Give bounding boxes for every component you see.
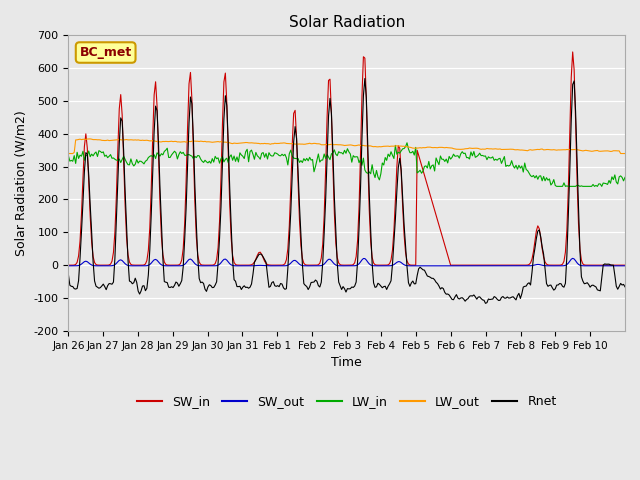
Y-axis label: Solar Radiation (W/m2): Solar Radiation (W/m2) [15, 110, 28, 256]
Text: BC_met: BC_met [79, 46, 132, 59]
Legend: SW_in, SW_out, LW_in, LW_out, Rnet: SW_in, SW_out, LW_in, LW_out, Rnet [132, 390, 562, 413]
Title: Solar Radiation: Solar Radiation [289, 15, 405, 30]
X-axis label: Time: Time [332, 356, 362, 369]
